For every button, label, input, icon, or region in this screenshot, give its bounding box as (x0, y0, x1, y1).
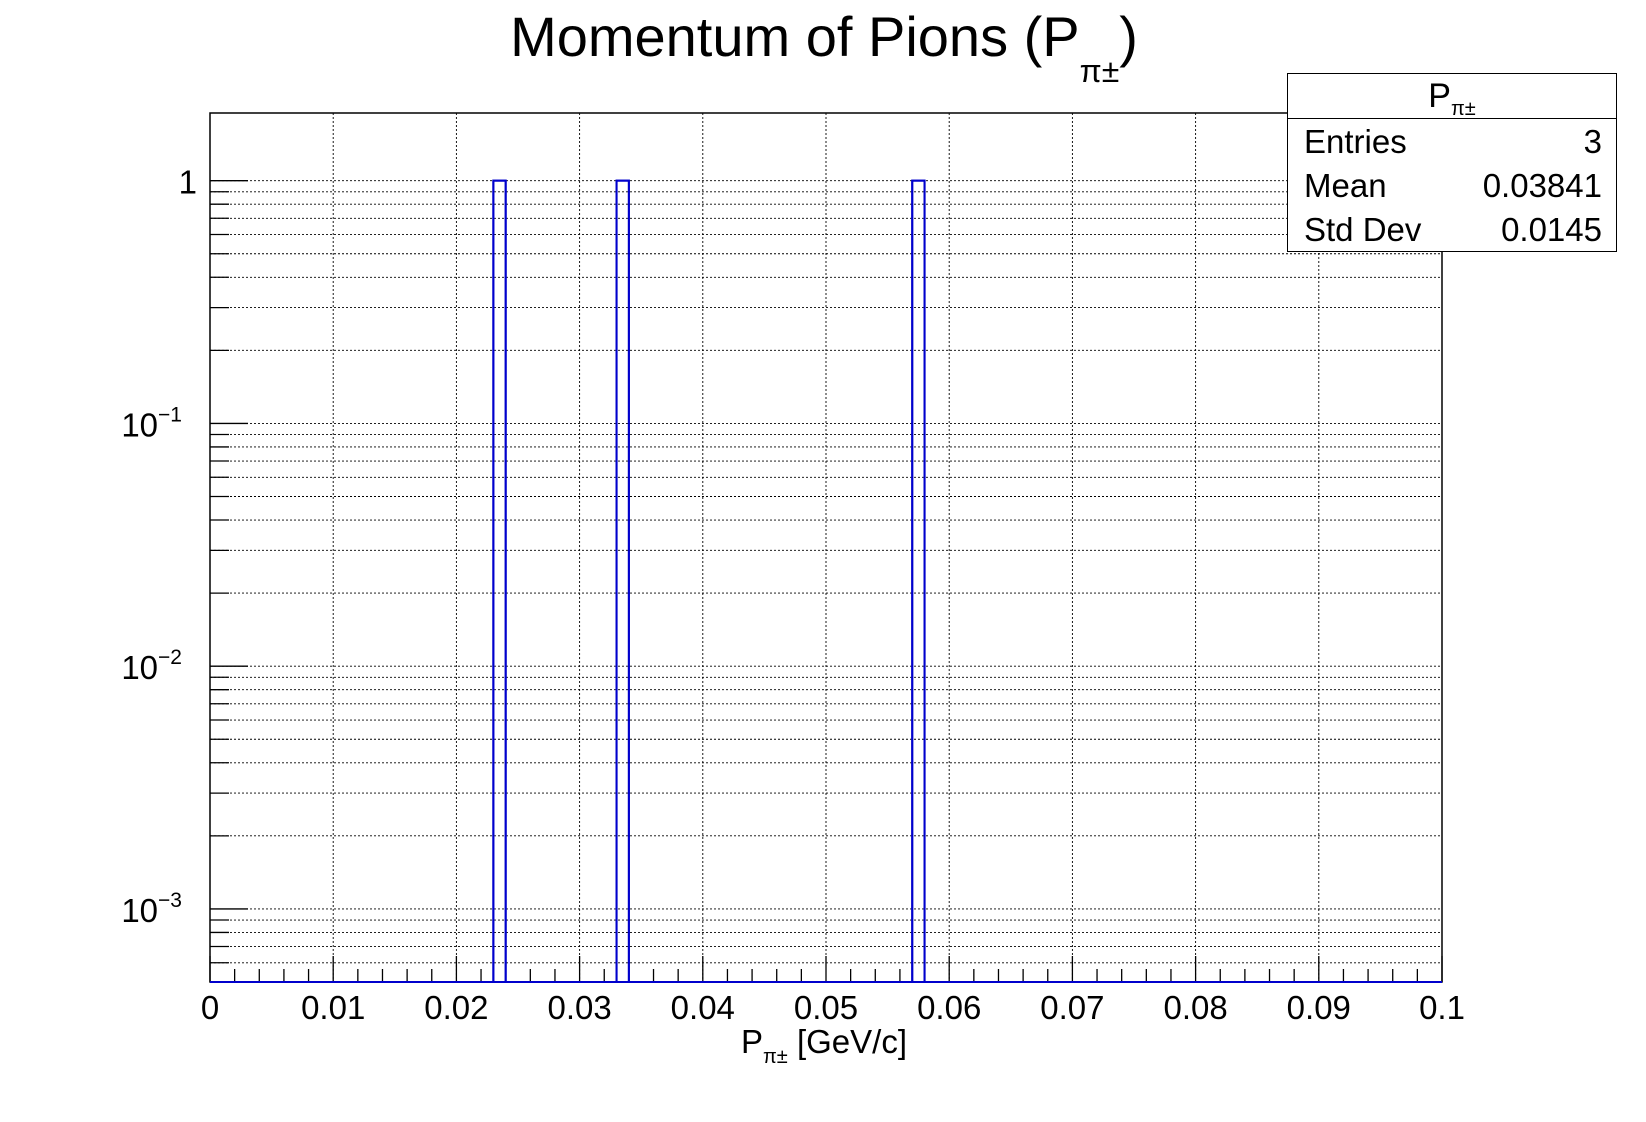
x-axis-label-unit: [GeV/c] (788, 1023, 907, 1060)
stats-stddev-value: 0.0145 (1501, 211, 1602, 248)
chart-title-close: ) (1119, 5, 1138, 68)
y-tick-label: 10−2 (121, 646, 182, 686)
x-tick-label: 0.02 (424, 989, 488, 1026)
histogram-bins (210, 179, 1442, 983)
x-tick-label: 0.1 (1419, 989, 1465, 1026)
y-tick-label: 10−1 (121, 403, 182, 443)
stats-entries-value: 3 (1583, 123, 1602, 160)
histogram-bin (492, 179, 507, 983)
x-axis-label: Pπ± [GeV/c] (741, 1023, 907, 1068)
plot-frame (209, 112, 1443, 983)
stats-stddev-label: Std Dev (1304, 211, 1422, 248)
stats-entries-label: Entries (1304, 123, 1407, 160)
chart-title: Momentum of Pions (Pπ±) (510, 5, 1138, 89)
x-tick-label: 0.01 (301, 989, 365, 1026)
y-tick-label: 1 (179, 164, 197, 201)
grid (209, 113, 1443, 983)
stats-row-stddev: Std Dev 0.0145 (1304, 208, 1602, 252)
x-axis-label-sub: π± (763, 1046, 788, 1068)
y-axis: 1 10−1 10−2 10−3 (121, 164, 248, 983)
x-tick-label: 0.09 (1287, 989, 1351, 1026)
stats-row-entries: Entries 3 (1304, 120, 1602, 164)
x-tick-label: 0.08 (1163, 989, 1227, 1026)
x-tick-label: 0.06 (917, 989, 981, 1026)
histogram-bin (911, 179, 926, 983)
x-tick-label: 0.05 (794, 989, 858, 1026)
x-tick-label: 0.07 (1040, 989, 1104, 1026)
stats-mean-label: Mean (1304, 167, 1387, 204)
stats-row-mean: Mean 0.03841 (1304, 164, 1602, 208)
y-tick-exponent: −3 (158, 889, 182, 912)
chart-title-sub: π± (1080, 53, 1120, 89)
stats-mean-value: 0.03841 (1482, 167, 1602, 204)
histogram-bin (615, 179, 630, 983)
y-tick-exponent: −1 (158, 403, 182, 426)
stats-title-sub: π± (1450, 97, 1476, 120)
x-tick-label: 0.03 (547, 989, 611, 1026)
y-tick-label: 10−3 (121, 889, 182, 929)
stats-title: Pπ± (1288, 74, 1616, 120)
x-axis: 0 0.01 0.02 0.03 0.04 0.05 0.06 0.07 0.08 0.09 0.1 (201, 956, 1465, 1026)
x-tick-label: 0 (201, 989, 219, 1026)
y-tick-exponent: −2 (158, 646, 182, 669)
x-tick-label: 0.04 (671, 989, 735, 1026)
stats-box: Pπ± Entries 3 Mean 0.03841 Std Dev 0.014… (1287, 73, 1617, 252)
